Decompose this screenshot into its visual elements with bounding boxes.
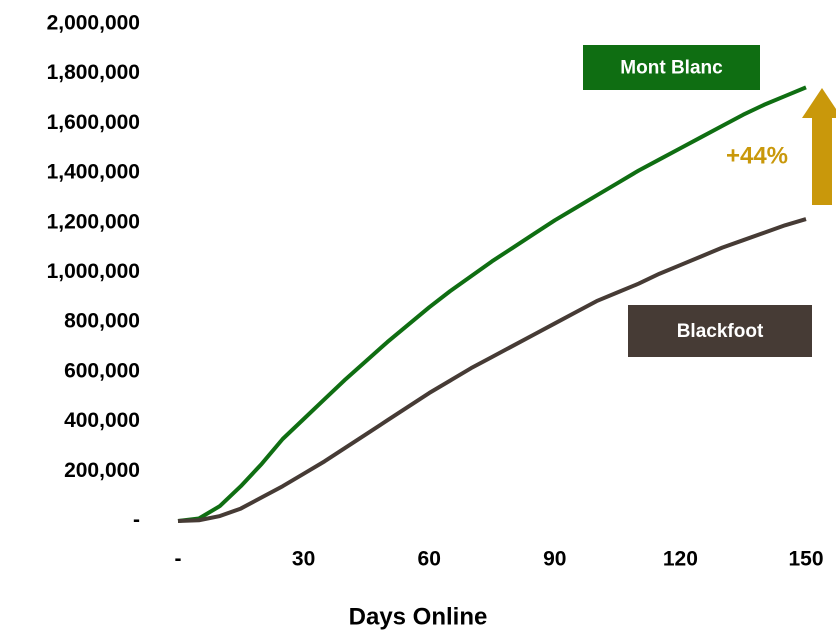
legend-box — [583, 45, 760, 90]
y-tick-label: 800,000 — [64, 310, 140, 333]
legend-label: Mont Blanc — [620, 58, 723, 79]
legend-box — [628, 305, 812, 357]
line — [177, 217, 807, 523]
y-tick-label: 400,000 — [64, 409, 140, 432]
x-tick-label: - — [175, 548, 182, 571]
y-tick-label: 2,000,000 — [47, 12, 140, 35]
y-tick-label: 1,400,000 — [47, 161, 140, 184]
line — [177, 85, 807, 523]
y-tick-label: 1,800,000 — [47, 61, 140, 84]
arrow — [802, 88, 836, 205]
x-tick-label: 150 — [788, 548, 823, 571]
x-tick-label: 60 — [418, 548, 441, 571]
y-tick-label: 600,000 — [64, 359, 140, 382]
x-tick-label: 30 — [292, 548, 315, 571]
y-tick-label: 200,000 — [64, 459, 140, 482]
x-tick-label: 120 — [663, 548, 698, 571]
y-tick-label: 1,000,000 — [47, 260, 140, 283]
x-axis-title: Days Online — [349, 603, 488, 630]
annotation: +44% — [726, 142, 788, 169]
legend-label: Blackfoot — [677, 321, 764, 342]
y-tick-label: 1,600,000 — [47, 111, 140, 134]
y-tick-label: 1,200,000 — [47, 210, 140, 233]
x-tick-label: 90 — [543, 548, 566, 571]
y-tick-label: - — [133, 509, 140, 532]
